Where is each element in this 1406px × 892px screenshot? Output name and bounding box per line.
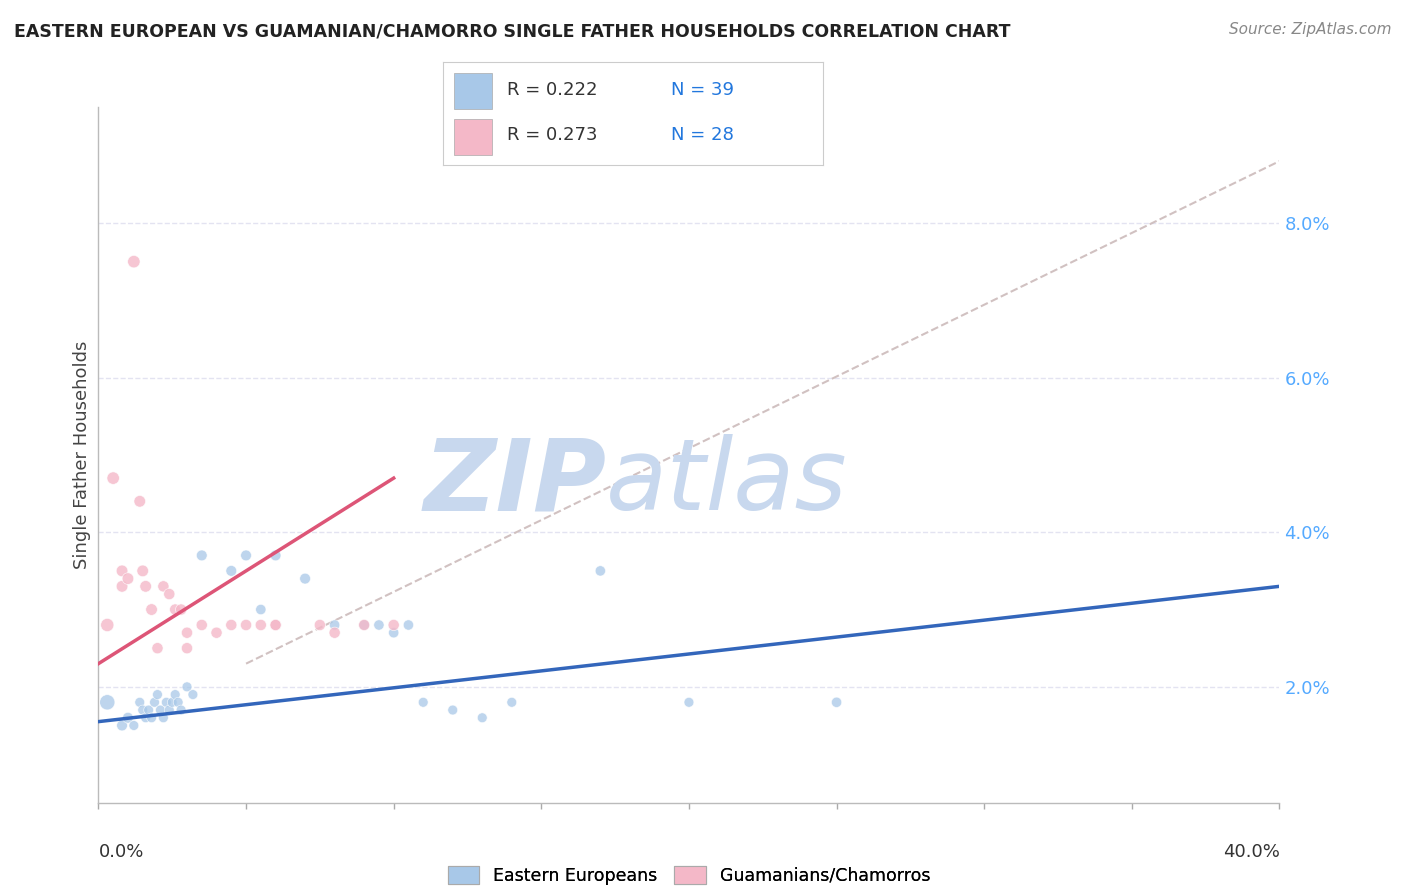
- Point: [162, 695, 183, 709]
- Point: [221, 564, 243, 578]
- Point: [111, 718, 134, 732]
- Legend: Eastern Europeans, Guamanians/Chamorros: Eastern Europeans, Guamanians/Chamorros: [441, 859, 936, 891]
- Point: [368, 618, 391, 632]
- Point: [157, 587, 180, 601]
- Point: [117, 572, 139, 586]
- Point: [135, 579, 157, 593]
- Point: [111, 579, 134, 593]
- Point: [96, 618, 118, 632]
- Point: [501, 695, 523, 709]
- FancyBboxPatch shape: [454, 73, 492, 109]
- Point: [141, 711, 163, 725]
- Point: [170, 602, 193, 616]
- Point: [117, 711, 139, 725]
- Point: [96, 695, 118, 709]
- Point: [155, 695, 177, 709]
- Text: R = 0.273: R = 0.273: [508, 126, 598, 144]
- Point: [167, 695, 190, 709]
- Point: [382, 618, 405, 632]
- Point: [396, 618, 419, 632]
- Point: [294, 572, 316, 586]
- Point: [471, 711, 494, 725]
- Point: [382, 625, 405, 640]
- Point: [152, 711, 174, 725]
- Point: [205, 625, 228, 640]
- Text: ZIP: ZIP: [423, 434, 606, 532]
- Point: [235, 549, 257, 563]
- Point: [191, 549, 214, 563]
- Point: [309, 618, 332, 632]
- Point: [146, 688, 169, 702]
- Point: [132, 564, 155, 578]
- FancyBboxPatch shape: [454, 119, 492, 155]
- Text: N = 39: N = 39: [671, 80, 734, 99]
- Point: [149, 703, 172, 717]
- Text: 0.0%: 0.0%: [98, 843, 143, 861]
- Point: [221, 618, 243, 632]
- Point: [323, 625, 346, 640]
- Y-axis label: Single Father Households: Single Father Households: [73, 341, 91, 569]
- Point: [128, 695, 150, 709]
- Point: [264, 618, 287, 632]
- Point: [441, 703, 464, 717]
- Point: [146, 641, 169, 656]
- Text: N = 28: N = 28: [671, 126, 734, 144]
- Point: [191, 618, 214, 632]
- Point: [176, 680, 198, 694]
- Point: [111, 564, 134, 578]
- Point: [122, 254, 145, 268]
- Text: atlas: atlas: [606, 434, 848, 532]
- Point: [135, 711, 157, 725]
- Point: [353, 618, 375, 632]
- Point: [264, 618, 287, 632]
- Point: [176, 625, 198, 640]
- Point: [235, 618, 257, 632]
- Point: [132, 703, 155, 717]
- Point: [165, 602, 187, 616]
- Point: [122, 718, 145, 732]
- Point: [264, 549, 287, 563]
- Point: [143, 695, 166, 709]
- Text: EASTERN EUROPEAN VS GUAMANIAN/CHAMORRO SINGLE FATHER HOUSEHOLDS CORRELATION CHAR: EASTERN EUROPEAN VS GUAMANIAN/CHAMORRO S…: [14, 22, 1011, 40]
- Point: [825, 695, 848, 709]
- Point: [170, 703, 193, 717]
- Point: [103, 471, 125, 485]
- Point: [412, 695, 434, 709]
- Point: [250, 602, 273, 616]
- Point: [152, 579, 174, 593]
- Text: Source: ZipAtlas.com: Source: ZipAtlas.com: [1229, 22, 1392, 37]
- Point: [138, 703, 160, 717]
- Point: [323, 618, 346, 632]
- Point: [250, 618, 273, 632]
- Text: R = 0.222: R = 0.222: [508, 80, 598, 99]
- Point: [165, 688, 187, 702]
- Point: [141, 602, 163, 616]
- Text: 40.0%: 40.0%: [1223, 843, 1279, 861]
- Point: [181, 688, 204, 702]
- Point: [176, 641, 198, 656]
- Point: [353, 618, 375, 632]
- Point: [157, 703, 180, 717]
- Point: [589, 564, 612, 578]
- Point: [128, 494, 150, 508]
- Point: [678, 695, 700, 709]
